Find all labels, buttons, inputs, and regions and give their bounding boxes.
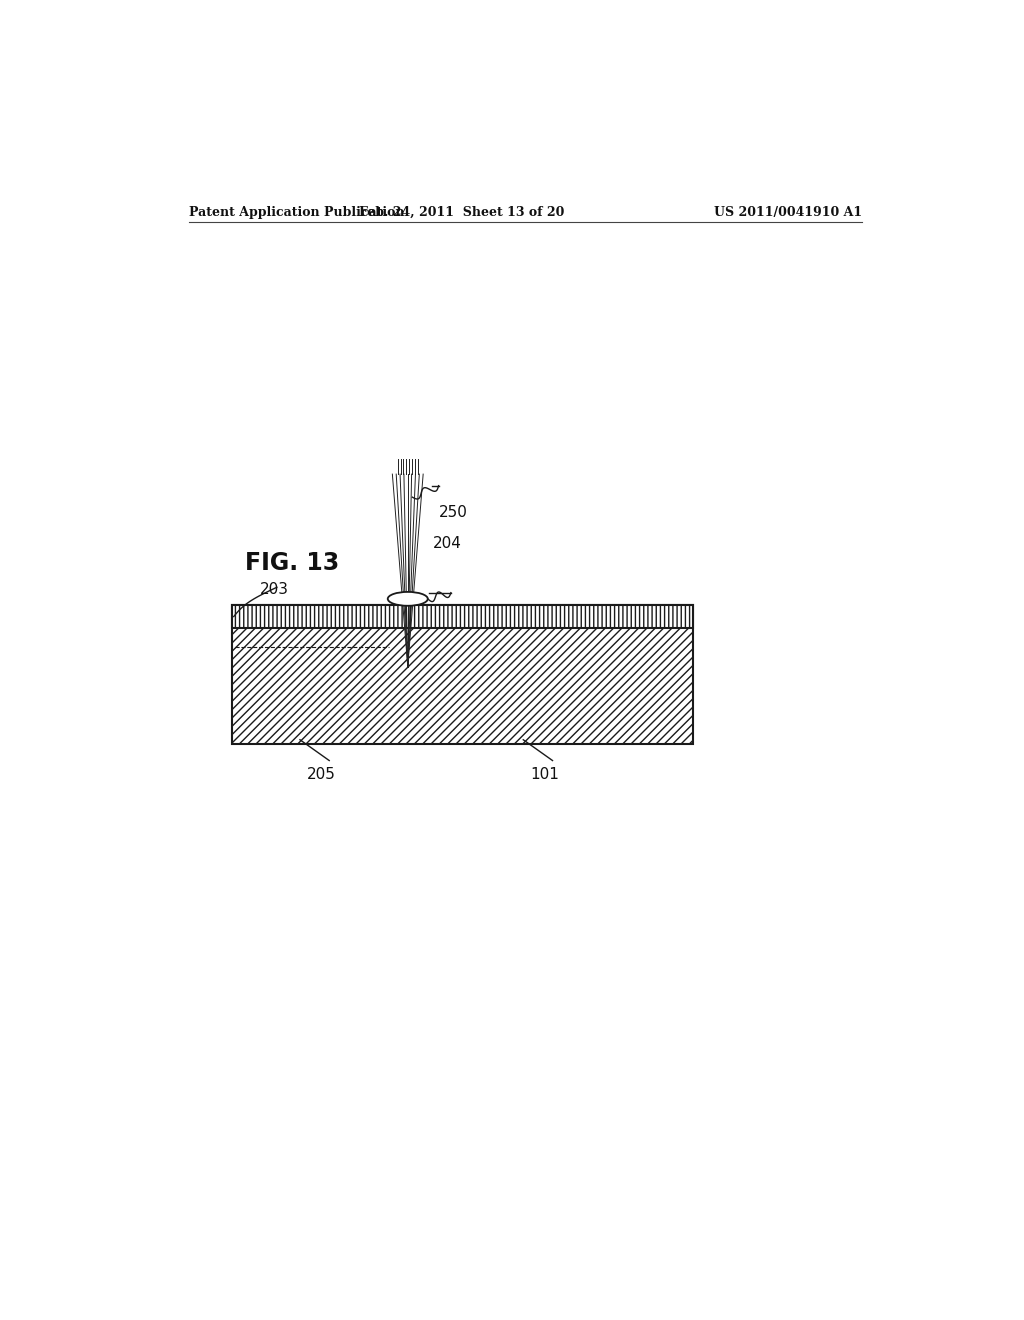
Text: 205: 205 [307, 767, 336, 781]
Text: Feb. 24, 2011  Sheet 13 of 20: Feb. 24, 2011 Sheet 13 of 20 [359, 206, 564, 219]
Text: 204: 204 [432, 536, 461, 550]
Text: Patent Application Publication: Patent Application Publication [189, 206, 404, 219]
Text: 203: 203 [260, 582, 289, 597]
Ellipse shape [388, 591, 428, 606]
Text: 250: 250 [438, 506, 467, 520]
Text: FIG. 13: FIG. 13 [245, 552, 339, 576]
Bar [232, 605, 692, 743]
Text: US 2011/0041910 A1: US 2011/0041910 A1 [714, 206, 862, 219]
Text: 101: 101 [530, 767, 559, 781]
Bar [232, 605, 692, 628]
